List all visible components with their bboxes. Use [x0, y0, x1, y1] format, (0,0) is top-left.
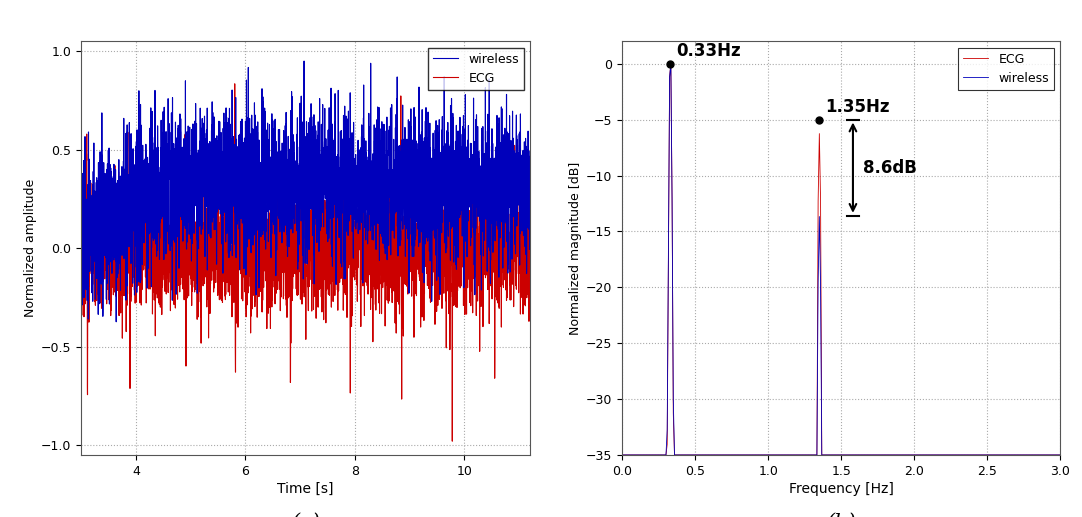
Text: 1.35Hz: 1.35Hz — [826, 98, 889, 116]
wireless — [334, 200, 347, 206]
ECG — [616, 452, 629, 458]
Line: ECG: ECG — [622, 64, 1060, 455]
ECG — [1054, 452, 1067, 458]
ECG — [867, 452, 880, 458]
ECG — [334, 225, 347, 232]
X-axis label: Frequency [Hz]: Frequency [Hz] — [789, 482, 894, 496]
ECG — [699, 452, 712, 458]
wireless — [628, 452, 641, 458]
wireless — [699, 452, 712, 458]
ECG — [490, 297, 503, 303]
ECG — [446, 438, 459, 444]
ECG — [1002, 452, 1015, 458]
wireless — [354, 145, 367, 151]
ECG — [540, 252, 553, 258]
ECG — [890, 452, 903, 458]
ECG — [628, 452, 641, 458]
Legend: wireless, ECG: wireless, ECG — [428, 48, 524, 90]
Text: 0.33Hz: 0.33Hz — [676, 42, 741, 60]
wireless — [75, 271, 88, 278]
ECG — [431, 308, 444, 314]
ECG — [446, 281, 459, 287]
wireless — [446, 138, 459, 144]
ECG — [517, 255, 530, 261]
wireless — [540, 198, 553, 204]
Text: (b): (b) — [827, 513, 856, 517]
wireless — [890, 452, 903, 458]
X-axis label: Time [s]: Time [s] — [277, 482, 334, 496]
wireless — [109, 318, 122, 325]
ECG — [881, 452, 894, 458]
wireless — [881, 452, 894, 458]
Y-axis label: Normalized magnitude [dB]: Normalized magnitude [dB] — [569, 161, 582, 335]
Line: wireless: wireless — [81, 61, 546, 322]
ECG — [664, 60, 677, 67]
Line: wireless: wireless — [622, 64, 1060, 455]
wireless — [867, 452, 880, 458]
wireless — [664, 60, 677, 67]
Text: (a): (a) — [291, 513, 320, 517]
wireless — [517, 232, 530, 238]
ECG — [228, 81, 241, 87]
Text: 8.6dB: 8.6dB — [863, 159, 918, 177]
wireless — [1054, 452, 1067, 458]
wireless — [298, 58, 311, 64]
Y-axis label: Normalized amplitude: Normalized amplitude — [24, 179, 37, 317]
Line: ECG: ECG — [81, 84, 546, 441]
wireless — [431, 277, 444, 283]
Legend: ECG, wireless: ECG, wireless — [959, 48, 1054, 90]
wireless — [616, 452, 629, 458]
ECG — [354, 273, 367, 280]
wireless — [490, 158, 503, 164]
ECG — [75, 216, 88, 222]
wireless — [1002, 452, 1015, 458]
